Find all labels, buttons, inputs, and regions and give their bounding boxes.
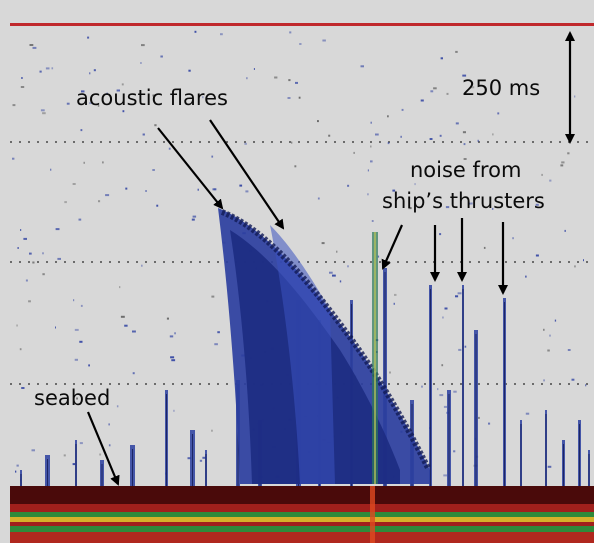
acoustic-flares [218, 208, 431, 484]
label-noise-line1: noise from [410, 158, 522, 182]
arrow-flare-1 [157, 127, 224, 210]
arrow-noise-1 [381, 224, 404, 270]
arrow-seabed [86, 411, 120, 486]
surface-line [10, 23, 594, 26]
label-scale-bar: 250 ms [462, 76, 541, 100]
depth-gridlines [10, 141, 594, 385]
label-seabed: seabed [34, 386, 111, 410]
flare-secondary [270, 225, 335, 484]
seabed [10, 486, 594, 543]
label-noise-line2: ship’s thrusters [382, 189, 545, 213]
flare-edge-dark [220, 209, 431, 470]
label-acoustic-flares: acoustic flares [76, 86, 228, 110]
annotation-arrows [86, 31, 575, 486]
arrow-flare-2 [209, 119, 285, 230]
